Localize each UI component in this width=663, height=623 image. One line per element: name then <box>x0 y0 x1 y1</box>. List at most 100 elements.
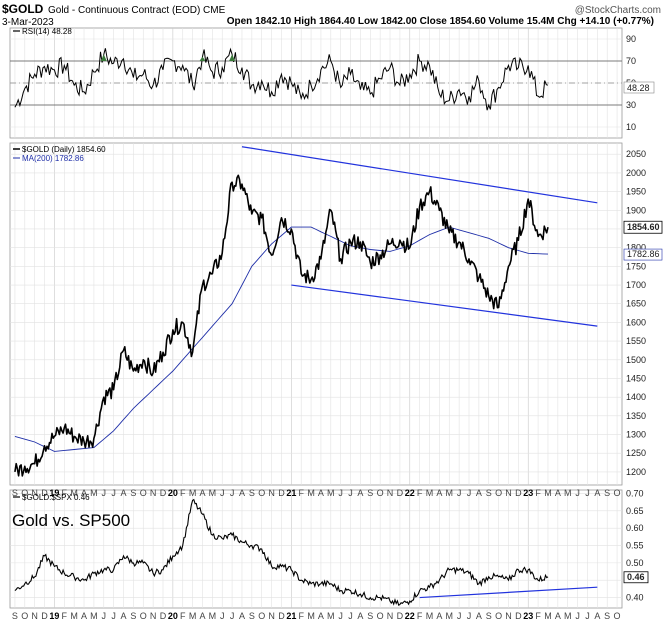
x-tick-label: S <box>130 611 136 621</box>
x-tick-label: J <box>220 488 225 498</box>
y-tick-label: 0.60 <box>626 523 644 533</box>
y-tick-label: 1200 <box>626 467 646 477</box>
y-tick-label: 1950 <box>626 187 646 197</box>
y-tick-label: 1250 <box>626 448 646 458</box>
x-tick-label: 19 <box>49 611 59 621</box>
y-tick-label: 2050 <box>626 149 646 159</box>
x-tick-label: A <box>476 611 482 621</box>
price-panel-frame <box>9 142 623 486</box>
y-tick-label: 70 <box>626 56 636 66</box>
ma-legend-label: MA(200) 1782.86 <box>22 154 84 163</box>
y-tick-label: 0.40 <box>626 593 644 603</box>
x-tick-label: J <box>102 611 107 621</box>
chart-description: Gold - Continuous Contract (EOD) CME <box>48 5 226 16</box>
x-tick-label: F <box>180 611 186 621</box>
x-tick-label: M <box>426 611 434 621</box>
x-tick-label: D <box>41 488 48 498</box>
y-tick-label: 90 <box>626 34 636 44</box>
x-tick-label: N <box>150 488 157 498</box>
ma-last-flag-box <box>623 248 663 261</box>
x-tick-label: D <box>41 611 48 621</box>
x-tick-label: 21 <box>286 611 296 621</box>
x-tick-label: M <box>327 488 335 498</box>
x-tick-label: F <box>535 488 541 498</box>
rsi-line <box>14 47 549 111</box>
x-tick-label: J <box>111 611 116 621</box>
x-tick-label: D <box>397 611 404 621</box>
x-tick-label: 20 <box>168 611 178 621</box>
x-tick-label: M <box>564 611 572 621</box>
y-tick-label: 30 <box>626 100 636 110</box>
rsi-last-flag-box <box>623 81 655 94</box>
x-tick-label: F <box>417 488 423 498</box>
x-tick-label: S <box>486 488 492 498</box>
x-tick-label: A <box>239 611 245 621</box>
x-tick-label: 23 <box>523 488 533 498</box>
x-tick-label: A <box>121 611 127 621</box>
gold-price-line <box>14 174 549 477</box>
x-tick-label: O <box>21 488 28 498</box>
x-tick-label: A <box>555 488 561 498</box>
x-tick-label: D <box>278 611 285 621</box>
y-tick-label: 1450 <box>626 373 646 383</box>
chart-ticker: $GOLD <box>2 2 44 16</box>
x-tick-label: O <box>377 611 384 621</box>
ratio-legend: $GOLD:$SPX 0.46 <box>13 493 90 502</box>
x-tick-label: A <box>318 611 324 621</box>
x-tick-label: A <box>121 488 127 498</box>
x-tick-label: N <box>150 611 157 621</box>
x-tick-label: A <box>594 611 600 621</box>
x-tick-label: J <box>457 611 462 621</box>
x-tick-label: J <box>457 488 462 498</box>
x-tick-label: J <box>220 611 225 621</box>
rsi-overbought-fill <box>199 56 206 61</box>
ratio-layer <box>14 498 598 607</box>
y-tick-label: 2000 <box>626 168 646 178</box>
rsi-legend-label: RSI(14) 48.28 <box>22 27 72 36</box>
y-tick-label: 1800 <box>626 243 646 253</box>
y-tick-label: 0.55 <box>626 541 644 551</box>
y-tick-label: 1550 <box>626 336 646 346</box>
x-tick-label: M <box>544 488 552 498</box>
y-tick-label: 10 <box>626 122 636 132</box>
x-tick-label: M <box>446 611 454 621</box>
x-tick-label: M <box>564 488 572 498</box>
gold-spx-ratio-line <box>14 498 549 607</box>
x-tick-label: M <box>209 611 217 621</box>
x-tick-label: O <box>21 611 28 621</box>
y-tick-label: 1600 <box>626 317 646 327</box>
x-tick-label: A <box>357 488 363 498</box>
x-tick-label: O <box>614 488 621 498</box>
x-tick-label: N <box>268 488 275 498</box>
brand-watermark: @StockCharts.com <box>575 5 661 16</box>
x-tick-label: D <box>160 488 167 498</box>
x-tick-label: M <box>327 611 335 621</box>
x-tick-label: N <box>31 611 38 621</box>
x-tick-label: A <box>476 488 482 498</box>
x-tick-label: J <box>102 488 107 498</box>
price-last-value: 1854.60 <box>627 222 660 232</box>
x-tick-label: F <box>62 611 68 621</box>
y-tick-label: 1750 <box>626 261 646 271</box>
ratio-last-flag: 0.46 <box>623 571 649 584</box>
x-tick-label: J <box>348 611 353 621</box>
x-tick-label: O <box>140 488 147 498</box>
x-tick-label: J <box>230 611 235 621</box>
x-tick-label: 21 <box>286 488 296 498</box>
x-tick-label: N <box>387 488 394 498</box>
ma-last-value: 1782.86 <box>627 249 660 259</box>
x-tick-label: S <box>130 488 136 498</box>
x-tick-label: O <box>614 611 621 621</box>
x-tick-label: S <box>249 488 255 498</box>
x-tick-label: J <box>467 611 472 621</box>
x-tick-label: D <box>397 488 404 498</box>
x-tick-label: J <box>230 488 235 498</box>
x-tick-label: J <box>575 488 580 498</box>
x-tick-label: O <box>495 611 502 621</box>
x-tick-label: M <box>189 611 197 621</box>
x-tick-label: O <box>377 488 384 498</box>
x-tick-label: S <box>604 488 610 498</box>
x-tick-label: A <box>555 611 561 621</box>
x-tick-label: N <box>505 611 512 621</box>
